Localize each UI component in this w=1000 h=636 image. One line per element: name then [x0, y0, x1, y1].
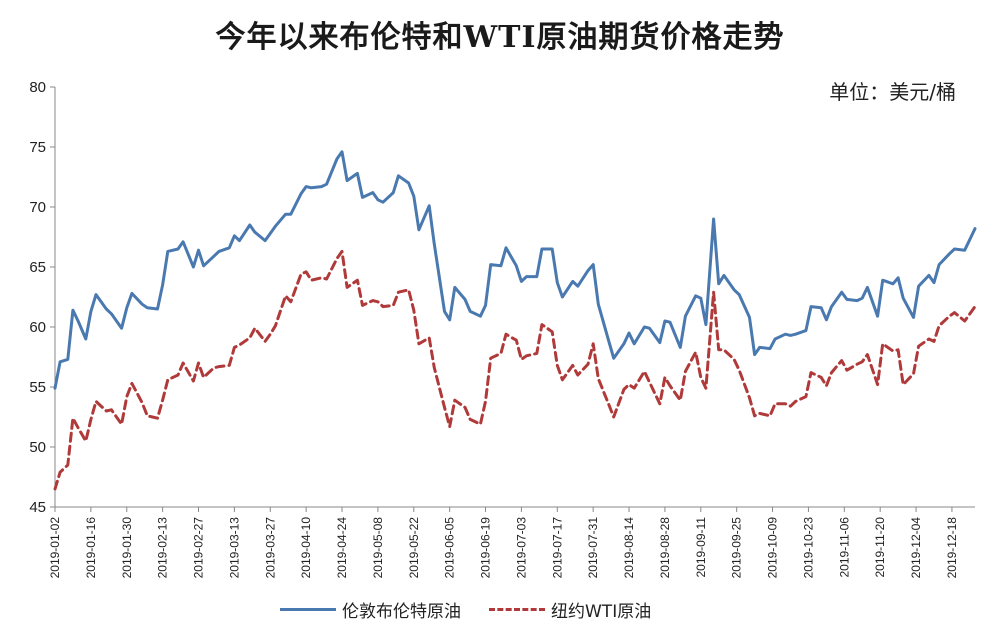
chart-title: 今年以来布伦特和WTI原油期货价格走势: [215, 20, 785, 55]
x-tick-label: 2019-04-10: [299, 517, 313, 579]
x-tick-label: 2019-08-14: [622, 517, 636, 579]
x-tick-label: 2019-09-25: [730, 517, 744, 579]
x-tick-label: 2019-04-24: [335, 517, 349, 579]
y-tick-label: 65: [29, 259, 46, 276]
x-tick-label: 2019-11-20: [873, 517, 887, 578]
x-tick-label: 2019-07-03: [514, 517, 528, 579]
y-tick-label: 75: [29, 139, 46, 156]
x-tick-label: 2019-05-22: [407, 517, 421, 579]
y-tick-label: 55: [29, 379, 46, 396]
x-tick-label: 2019-02-27: [192, 517, 206, 579]
legend-item-wti: 纽约WTI原油: [489, 597, 651, 622]
legend-label-wti: 纽约WTI原油: [551, 602, 652, 622]
x-tick-label: 2019-12-04: [909, 517, 923, 579]
unit-label: 单位：美元/桶: [829, 80, 956, 104]
x-tick-label: 2019-12-18: [945, 517, 959, 579]
axes: 45 50 55 60 65 70 75 80 2019-01-02 2019-01-16 2019…: [29, 79, 975, 578]
series-lines: [53, 150, 977, 491]
series-line-wti: [53, 249, 977, 491]
y-tick-label: 50: [29, 439, 46, 456]
x-tick-label: 2019-09-11: [694, 517, 708, 578]
x-tick-label: 2019-07-17: [550, 517, 564, 579]
x-tick-label: 2019-10-23: [801, 517, 815, 579]
series-line-brent: [53, 150, 977, 390]
x-tick-label: 2019-01-02: [48, 517, 62, 579]
legend-label-brent: 伦敦布伦特原油: [342, 602, 461, 622]
x-tick-label: 2019-06-19: [479, 517, 493, 579]
x-tick-label: 2019-03-27: [263, 517, 277, 579]
legend-swatch-wti: [489, 608, 545, 611]
x-tick-label: 2019-01-16: [84, 517, 98, 579]
y-tick-label: 45: [29, 499, 46, 516]
x-tick-label: 2019-10-09: [766, 517, 780, 579]
x-tick-label: 2019-02-13: [156, 517, 170, 579]
x-tick-label: 2019-01-30: [120, 517, 134, 579]
x-tick-label: 2019-07-31: [586, 517, 600, 579]
legend-item-brent: 伦敦布伦特原油: [280, 597, 461, 622]
x-tick-label: 2019-08-28: [658, 517, 672, 579]
y-tick-label: 60: [29, 319, 46, 336]
y-tick-label: 70: [29, 199, 46, 216]
x-tick-label: 2019-06-05: [443, 517, 457, 579]
x-tick-label: 2019-11-06: [837, 517, 851, 578]
y-tick-label: 80: [29, 79, 46, 96]
legend: 伦敦布伦特原油 纽约WTI原油: [280, 597, 679, 622]
x-tick-label: 2019-03-13: [227, 517, 241, 579]
legend-swatch-brent: [280, 608, 336, 611]
x-tick-label: 2019-05-08: [371, 517, 385, 579]
